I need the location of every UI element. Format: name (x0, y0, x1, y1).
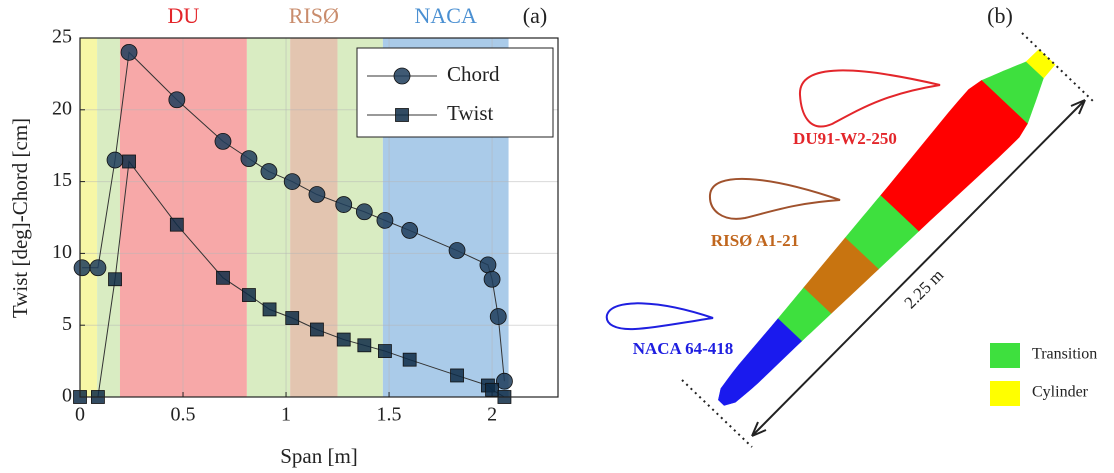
marker (215, 133, 231, 149)
y-axis-label: Twist [deg]-Chord [cm] (8, 118, 32, 318)
legend-label: Twist (447, 101, 494, 125)
marker (337, 333, 350, 346)
marker (309, 187, 325, 203)
marker (121, 44, 137, 60)
region (247, 38, 290, 397)
marker (396, 109, 409, 122)
legend-swatch (990, 343, 1020, 368)
region-label: RISØ (289, 3, 339, 28)
region (290, 38, 337, 397)
marker (261, 164, 277, 180)
region (80, 38, 97, 397)
marker (241, 151, 257, 167)
marker (486, 383, 499, 396)
marker (123, 155, 136, 168)
marker (169, 92, 185, 108)
marker (449, 243, 465, 259)
region-label: NACA (415, 3, 477, 28)
airfoil-du (800, 70, 940, 126)
marker (490, 309, 506, 325)
marker (74, 260, 90, 276)
airfoil-label: DU91-W2-250 (793, 129, 897, 148)
legend: Chord Twist (357, 48, 553, 137)
legend-label: Chord (447, 62, 500, 86)
y-tick-label: 0 (62, 385, 72, 407)
marker (356, 204, 372, 220)
blade-legend: Transition Cylinder (990, 343, 1097, 406)
marker (336, 197, 352, 213)
region-label: DU (168, 3, 200, 28)
x-tick-label: 2 (487, 404, 497, 426)
legend-swatch (990, 381, 1020, 406)
marker (263, 303, 276, 316)
x-axis-label: Span [m] (280, 444, 358, 468)
airfoil-label: NACA 64-418 (633, 339, 734, 358)
panel-title: (b) (987, 3, 1013, 28)
airfoil-naca (607, 303, 713, 329)
marker (403, 353, 416, 366)
marker (394, 68, 410, 84)
marker (90, 260, 106, 276)
airfoil-label: RISØ A1-21 (711, 231, 799, 250)
y-tick-label: 5 (62, 313, 72, 335)
x-tick-label: 0.5 (171, 404, 196, 426)
figure: (a) Span [m] Twist [deg]-Chord [cm] Chor… (0, 0, 1114, 473)
airfoil-riso (710, 179, 840, 219)
marker (451, 369, 464, 382)
marker (484, 271, 500, 287)
marker (480, 257, 496, 273)
marker (310, 323, 323, 336)
y-tick-label: 20 (52, 97, 72, 119)
panel-title: (a) (523, 3, 547, 28)
dimension-label: 2.25 m (901, 265, 948, 312)
marker (109, 273, 122, 286)
y-tick-label: 10 (52, 241, 72, 263)
region (97, 38, 120, 397)
x-tick-label: 1 (281, 404, 291, 426)
marker (170, 218, 183, 231)
marker (402, 222, 418, 238)
marker (377, 212, 393, 228)
x-tick-label: 0 (75, 404, 85, 426)
x-tick-label: 1.5 (377, 404, 402, 426)
marker (286, 312, 299, 325)
legend-label: Cylinder (1032, 384, 1089, 401)
marker (284, 174, 300, 190)
y-tick-label: 25 (52, 26, 72, 48)
marker (242, 289, 255, 302)
legend-label: Transition (1032, 346, 1097, 363)
marker (216, 271, 229, 284)
y-tick-label: 15 (52, 169, 72, 191)
marker (378, 345, 391, 358)
marker (358, 339, 371, 352)
marker (107, 152, 123, 168)
